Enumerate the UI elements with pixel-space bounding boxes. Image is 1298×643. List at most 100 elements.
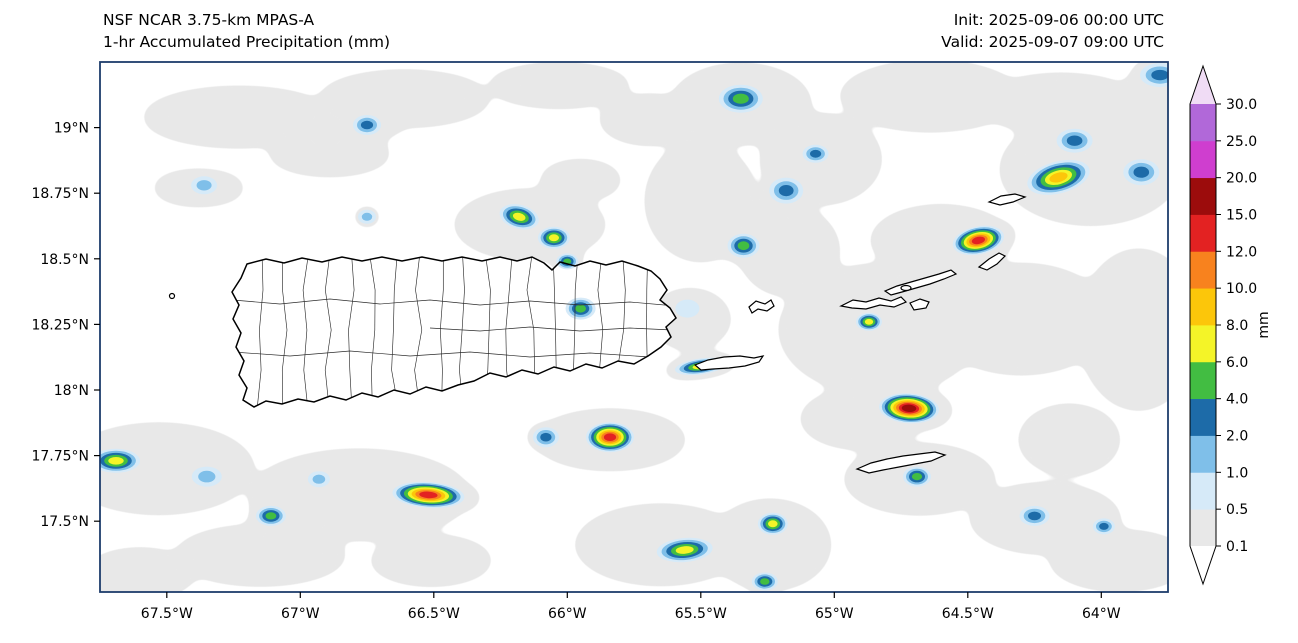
island-desecheo	[168, 292, 176, 300]
colorbar-segments	[1190, 66, 1216, 584]
axis-ticks: 67.5°W 67°W 66.5°W 66°W 65.5°W 65°W 64.5°W 64°W…	[31, 121, 1120, 622]
colorbar-segment	[1190, 288, 1216, 326]
island-st-thomas	[839, 296, 908, 310]
precip-cell-band	[675, 546, 694, 554]
precip-cell-band	[864, 318, 874, 325]
axes-layer: 67.5°W 67°W 66.5°W 66°W 65.5°W 65°W 64.5°W 64°W…	[31, 61, 1169, 622]
precip-cells-layer	[100, 63, 1168, 591]
colorbar-tick-label: 10.0	[1226, 281, 1257, 297]
colorbar-segment	[1190, 177, 1216, 215]
colorbar-tick-label: 1.0	[1226, 465, 1248, 481]
municipal-boundary-line	[414, 257, 423, 407]
municipal-boundary-line	[439, 257, 444, 407]
colorbar: 30.0 25.0 20.0 15.0 12.0 10.0 8.0 6.0 4.0 2.0 1.0 0…	[1189, 64, 1272, 586]
precip-cell-band	[1133, 166, 1150, 178]
precip-cell-band	[760, 578, 770, 585]
x-tick-label: 65.5°W	[675, 606, 727, 622]
light-precip-patch	[489, 63, 630, 108]
colorbar-unit-label: mm	[1256, 311, 1272, 338]
x-tick-label: 65°W	[815, 606, 854, 622]
precip-cell-band	[1066, 135, 1083, 146]
colorbar-segment	[1190, 509, 1216, 547]
precip-cell-band	[540, 432, 552, 442]
x-tick-label: 64°W	[1082, 606, 1121, 622]
colorbar-segment	[1190, 325, 1216, 363]
light-precip-patch	[645, 141, 756, 262]
light-precip-patch	[269, 131, 390, 176]
light-precip-patch	[1019, 404, 1120, 475]
colorbar-tick-label: 6.0	[1226, 355, 1248, 371]
light-precip-patch	[931, 264, 1112, 375]
municipal-boundary-line	[281, 257, 288, 407]
precip-cell-band	[312, 474, 326, 484]
precip-cell-band	[265, 512, 277, 520]
municipal-boundary-line	[368, 257, 376, 407]
island-virgin-gorda	[977, 252, 1007, 271]
precip-cell-band	[810, 149, 822, 158]
model-title: NSF NCAR 3.75-km MPAS-A	[103, 11, 315, 29]
precip-cell-band	[1099, 522, 1109, 530]
y-tick-label: 17.5°N	[40, 514, 89, 530]
colorbar-segment	[1190, 435, 1216, 473]
x-tick-label: 67°W	[281, 606, 320, 622]
product-title: 1-hr Accumulated Precipitation (mm)	[103, 33, 390, 51]
y-tick-label: 18.75°N	[31, 186, 89, 202]
light-precip-patch	[1078, 249, 1168, 410]
precip-cell-band	[732, 93, 749, 104]
colorbar-segment	[1190, 214, 1216, 252]
precip-cell-band	[548, 234, 560, 242]
light-precip-patch	[738, 205, 839, 296]
light-precip-patch	[840, 62, 1021, 132]
colorbar-tick-label: 4.0	[1226, 392, 1248, 408]
island-vieques	[693, 355, 765, 371]
precip-cell-band	[419, 491, 438, 499]
light-precip-patch	[143, 87, 334, 148]
precip-cell-band	[361, 212, 373, 221]
precip-cell-band	[1028, 511, 1041, 521]
precip-cell-band	[196, 180, 212, 191]
island-culebra	[748, 299, 775, 314]
colorbar-tick-label: 0.1	[1226, 539, 1248, 555]
y-tick-label: 17.75°N	[31, 449, 89, 465]
colorbar-ticks: 30.0 25.0 20.0 15.0 12.0 10.0 8.0 6.0 4.0 2.0 1.0 0…	[1216, 97, 1257, 555]
precip-cell-band	[911, 473, 923, 481]
precip-cell-band	[108, 457, 124, 465]
municipal-boundary-line	[302, 257, 310, 407]
colorbar-segment	[1190, 398, 1216, 436]
light-precip-patch	[100, 423, 254, 514]
valid-time: Valid: 2025-09-07 09:00 UTC	[941, 33, 1164, 51]
y-tick-label: 18.25°N	[31, 317, 89, 333]
precip-cell-band	[198, 470, 216, 483]
colorbar-tick-label: 20.0	[1226, 171, 1257, 187]
colorbar-tick-label: 8.0	[1226, 318, 1248, 334]
x-tick-label: 64.5°W	[942, 606, 994, 622]
colorbar-segment	[1190, 140, 1216, 179]
precip-cell-band	[768, 520, 778, 528]
municipal-boundary-line	[429, 326, 673, 332]
puerto-rico-fill	[232, 257, 676, 407]
small-islands	[168, 193, 1027, 474]
colorbar-tick-label: 2.0	[1226, 429, 1248, 445]
municipal-boundary-line	[232, 350, 676, 358]
coastlines-layer	[168, 193, 1027, 474]
precip-cell-band	[737, 241, 750, 251]
colorbar-tick-label: 30.0	[1226, 97, 1257, 113]
colorbar-segment	[1190, 104, 1216, 142]
precip-cell-band	[778, 185, 794, 197]
island-fill-layer	[232, 257, 676, 407]
precip-cell-band	[1151, 69, 1168, 81]
light-precip-patch	[540, 160, 621, 201]
x-tick-label: 67.5°W	[141, 606, 193, 622]
precip-cell-band	[1049, 172, 1068, 183]
y-tick-label: 18°N	[54, 383, 89, 399]
municipal-boundary-line	[391, 257, 400, 407]
municipal-boundary-line	[232, 298, 676, 307]
precip-cell-band	[901, 404, 917, 413]
colorbar-tick-label: 15.0	[1226, 208, 1257, 224]
light-precip-patch	[1049, 530, 1168, 591]
y-tick-label: 19°N	[54, 121, 89, 137]
colorbar-tick-label: 12.0	[1226, 244, 1257, 260]
precip-cell-band	[360, 120, 374, 130]
